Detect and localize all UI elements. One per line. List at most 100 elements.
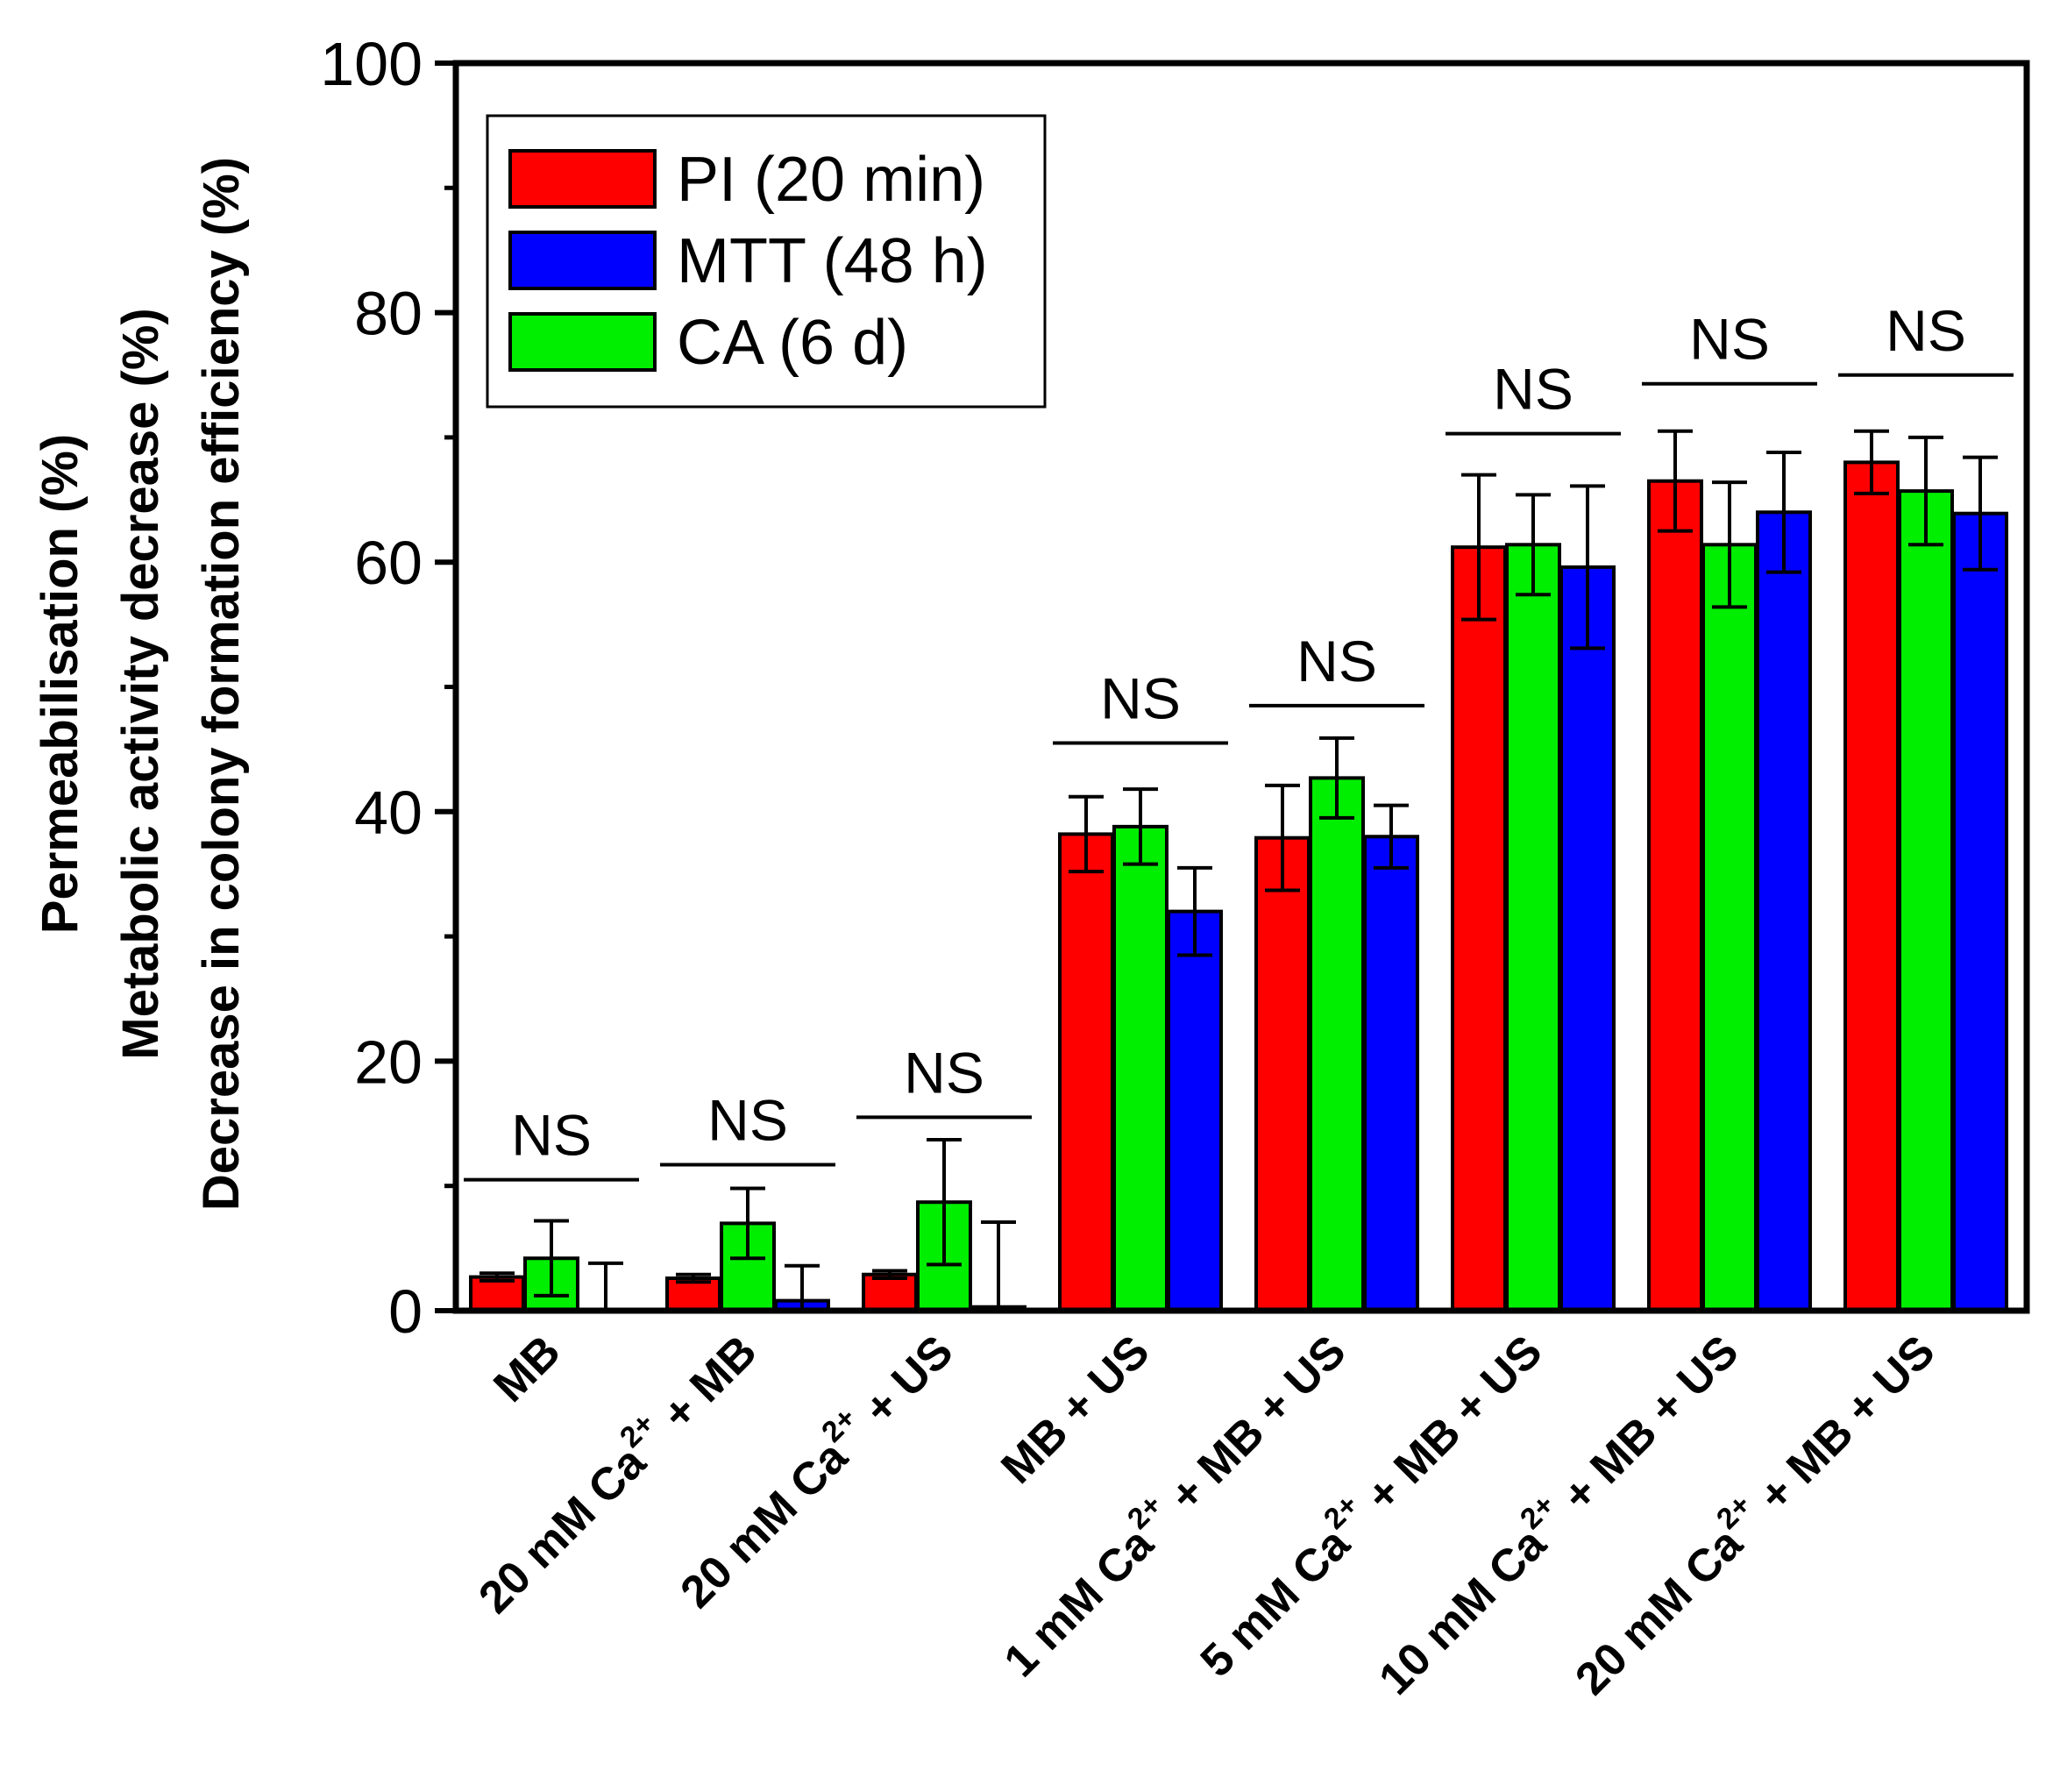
ns-label: NS — [707, 1088, 788, 1153]
x-tick-label: MB + US — [991, 1326, 1159, 1493]
legend-swatch — [508, 149, 657, 209]
ns-label: NS — [904, 1040, 984, 1105]
x-tick-label-rest: + MB + US — [1151, 1326, 1355, 1530]
legend-label: PI (20 min) — [677, 145, 985, 215]
y-axis-labels: Permeabilisation (%) Metabolic activity … — [32, 157, 250, 1211]
bar — [1952, 511, 2008, 1312]
ns-annotation: NS — [1642, 307, 1817, 386]
y-tick-label: 20 — [354, 1028, 423, 1096]
ns-annotation: NS — [1446, 357, 1621, 436]
error-bar — [1319, 736, 1354, 820]
error-bar — [1658, 429, 1693, 533]
error-bar — [1516, 493, 1551, 597]
y-tick-label: 60 — [354, 529, 423, 597]
y-axis: 0 20 40 60 80 100 — [320, 30, 456, 1346]
plot-frame — [452, 60, 2030, 1314]
error-bar — [1461, 473, 1496, 622]
bar — [1756, 510, 1812, 1312]
bar — [1451, 545, 1507, 1312]
error-bar — [1265, 783, 1300, 892]
x-tick-label-rest: + US — [845, 1326, 963, 1443]
legend-swatch — [508, 231, 657, 290]
error-bar — [1908, 435, 1943, 547]
bar — [1647, 479, 1703, 1312]
x-tick-label-main: 5 mM Ca — [1191, 1518, 1360, 1687]
y-tick-label: 100 — [320, 30, 423, 98]
legend-swatch — [508, 312, 657, 372]
x-tick-label-main: MB — [484, 1326, 570, 1412]
y-tick-label: 0 — [388, 1277, 423, 1346]
ns-annotation: NS — [464, 1103, 639, 1182]
x-tick-label: 20 mM Ca2+ + MB + US — [1559, 1319, 1944, 1704]
error-bar — [479, 1271, 515, 1283]
bar — [1363, 835, 1419, 1312]
legend-label: MTT (48 h) — [677, 226, 988, 296]
bar — [1505, 543, 1561, 1312]
bar — [1559, 565, 1616, 1312]
error-bar — [1766, 450, 1801, 574]
x-tick-label-rest: + MB + US — [1740, 1326, 1944, 1530]
bar — [1309, 776, 1365, 1312]
ns-label: NS — [1689, 307, 1770, 372]
y-tick-label: 40 — [354, 779, 423, 847]
error-bar — [534, 1219, 569, 1298]
y-axis-label-3: Decrease in colony formation efficiency … — [193, 157, 250, 1211]
ns-annotations: NS NS NS NS NS NS NS NS — [464, 298, 2014, 1182]
ns-annotation: NS — [1053, 666, 1228, 745]
ns-annotation: NS — [856, 1040, 1032, 1120]
error-bar — [1177, 865, 1212, 957]
bar — [1254, 836, 1311, 1312]
x-tick-label: MB — [484, 1326, 570, 1412]
error-bar — [1963, 455, 1998, 572]
ns-label: NS — [1493, 357, 1573, 422]
bar — [1701, 543, 1758, 1312]
bar — [1898, 489, 1954, 1312]
legend-label: CA (6 d) — [677, 308, 908, 378]
error-bar — [1123, 787, 1158, 866]
x-tick-label-main: 10 mM Ca — [1369, 1518, 1556, 1704]
bar — [1112, 824, 1169, 1312]
x-tick-label-main: 1 mM Ca — [995, 1518, 1164, 1687]
error-bar — [981, 1220, 1016, 1311]
error-bar — [1570, 484, 1605, 651]
error-bar — [1374, 803, 1409, 870]
x-tick-label-rest: + MB + US — [1544, 1326, 1748, 1530]
error-bar — [872, 1269, 907, 1281]
bar — [862, 1272, 918, 1313]
x-tick-label-main: 20 mM Ca — [469, 1436, 656, 1623]
error-bar — [1069, 794, 1104, 874]
error-bar — [785, 1263, 820, 1311]
x-tick-label-main: 20 mM Ca — [1566, 1518, 1752, 1704]
y-axis-label-1: Permeabilisation (%) — [32, 434, 89, 934]
bar — [1167, 909, 1223, 1312]
y-tick-label: 80 — [354, 280, 423, 348]
error-bar — [1854, 429, 1889, 495]
error-bar — [676, 1272, 711, 1284]
y-axis-label-2: Metabolic activity decrease (%) — [112, 308, 169, 1059]
x-tick-label: 1 mM Ca2+ + MB + US — [989, 1319, 1356, 1687]
x-tick-label-rest: + MB + US — [1347, 1326, 1552, 1530]
ns-annotation: NS — [1838, 298, 2014, 377]
error-bar — [730, 1186, 765, 1261]
error-bars — [479, 429, 1998, 1311]
ns-label: NS — [1886, 298, 1966, 363]
ns-annotation: NS — [1249, 629, 1424, 708]
x-tick-label-main: MB + US — [991, 1326, 1159, 1493]
bars — [469, 460, 2008, 1313]
x-tick-label-main: 20 mM Ca — [671, 1431, 857, 1618]
error-bar — [927, 1138, 962, 1267]
bar — [1843, 460, 1900, 1312]
ns-label: NS — [1100, 666, 1181, 731]
error-bar — [1712, 480, 1747, 609]
x-tick-label-rest: + MB — [643, 1326, 766, 1448]
ns-annotation: NS — [660, 1088, 835, 1167]
error-bar — [588, 1261, 623, 1311]
x-tick-label: 5 mM Ca2+ + MB + US — [1185, 1319, 1552, 1687]
legend: PI (20 min) MTT (48 h) CA (6 d) — [486, 114, 1047, 409]
bar — [1058, 832, 1114, 1312]
ns-label: NS — [511, 1103, 592, 1168]
ns-label: NS — [1296, 629, 1377, 693]
x-tick-label: 10 mM Ca2+ + MB + US — [1363, 1319, 1748, 1704]
